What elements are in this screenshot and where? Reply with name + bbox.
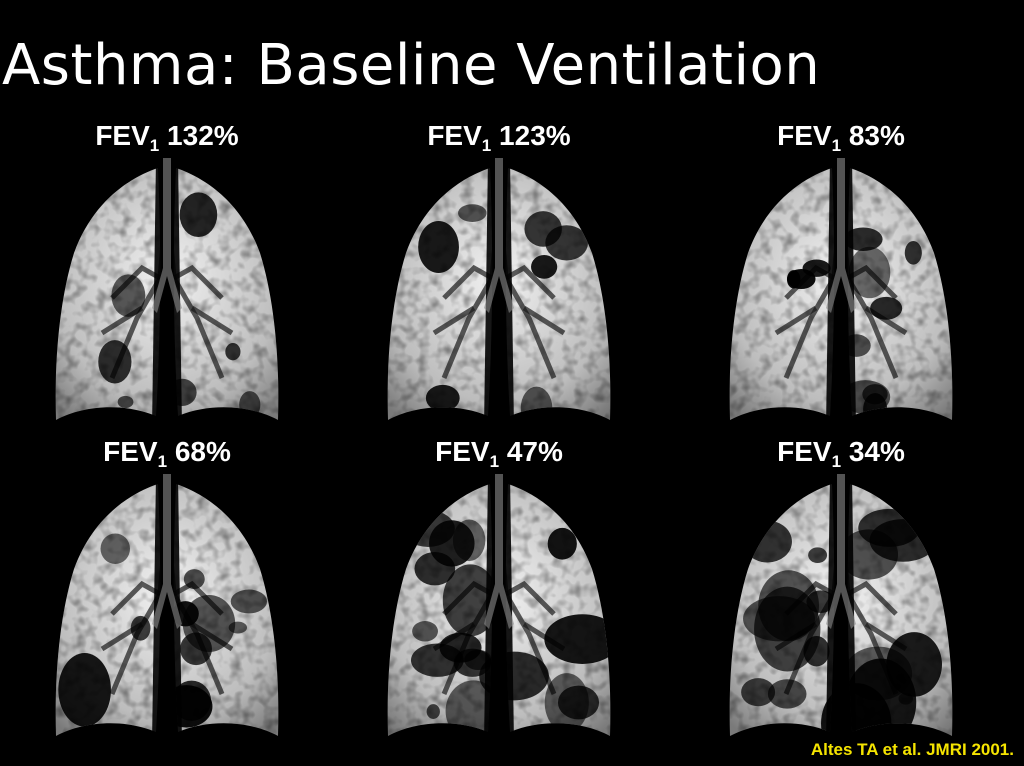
panel-label: FEV1 132% xyxy=(42,118,292,154)
lung-ventilation-image xyxy=(55,474,279,744)
label-main: FEV xyxy=(777,120,832,151)
label-value: 34% xyxy=(848,436,905,467)
lung-ventilation-image xyxy=(387,158,611,428)
label-value: 123% xyxy=(499,120,571,151)
panel-fev1-34: FEV1 34% xyxy=(716,434,966,744)
label-sub: 1 xyxy=(831,452,842,471)
label-sub: 1 xyxy=(149,136,160,155)
label-main: FEV xyxy=(435,436,490,467)
panel-fev1-68: FEV1 68% xyxy=(42,434,292,744)
lung-ventilation-image xyxy=(729,158,953,428)
label-value: 132% xyxy=(167,120,239,151)
label-value: 47% xyxy=(506,436,563,467)
panel-label: FEV1 47% xyxy=(374,434,624,470)
label-value: 68% xyxy=(174,436,231,467)
label-main: FEV xyxy=(777,436,832,467)
panel-label: FEV1 68% xyxy=(42,434,292,470)
lung-ventilation-image xyxy=(729,474,953,744)
label-main: FEV xyxy=(95,120,150,151)
label-value: 83% xyxy=(848,120,905,151)
panel-fev1-83: FEV1 83% xyxy=(716,118,966,428)
lung-ventilation-image xyxy=(55,158,279,428)
citation: Altes TA et al. JMRI 2001. xyxy=(810,740,1014,759)
lung-ventilation-image xyxy=(387,474,611,744)
panel-fev1-123: FEV1 123% xyxy=(374,118,624,428)
label-sub: 1 xyxy=(489,452,500,471)
panel-label: FEV1 123% xyxy=(374,118,624,154)
panel-fev1-132: FEV1 132% xyxy=(42,118,292,428)
label-main: FEV xyxy=(103,436,158,467)
slide-title: Asthma: Baseline Ventilation xyxy=(2,33,821,98)
label-sub: 1 xyxy=(831,136,842,155)
panel-label: FEV1 83% xyxy=(716,118,966,154)
label-main: FEV xyxy=(427,120,482,151)
panel-fev1-47: FEV1 47% xyxy=(374,434,624,744)
panel-label: FEV1 34% xyxy=(716,434,966,470)
label-sub: 1 xyxy=(481,136,492,155)
label-sub: 1 xyxy=(157,452,168,471)
